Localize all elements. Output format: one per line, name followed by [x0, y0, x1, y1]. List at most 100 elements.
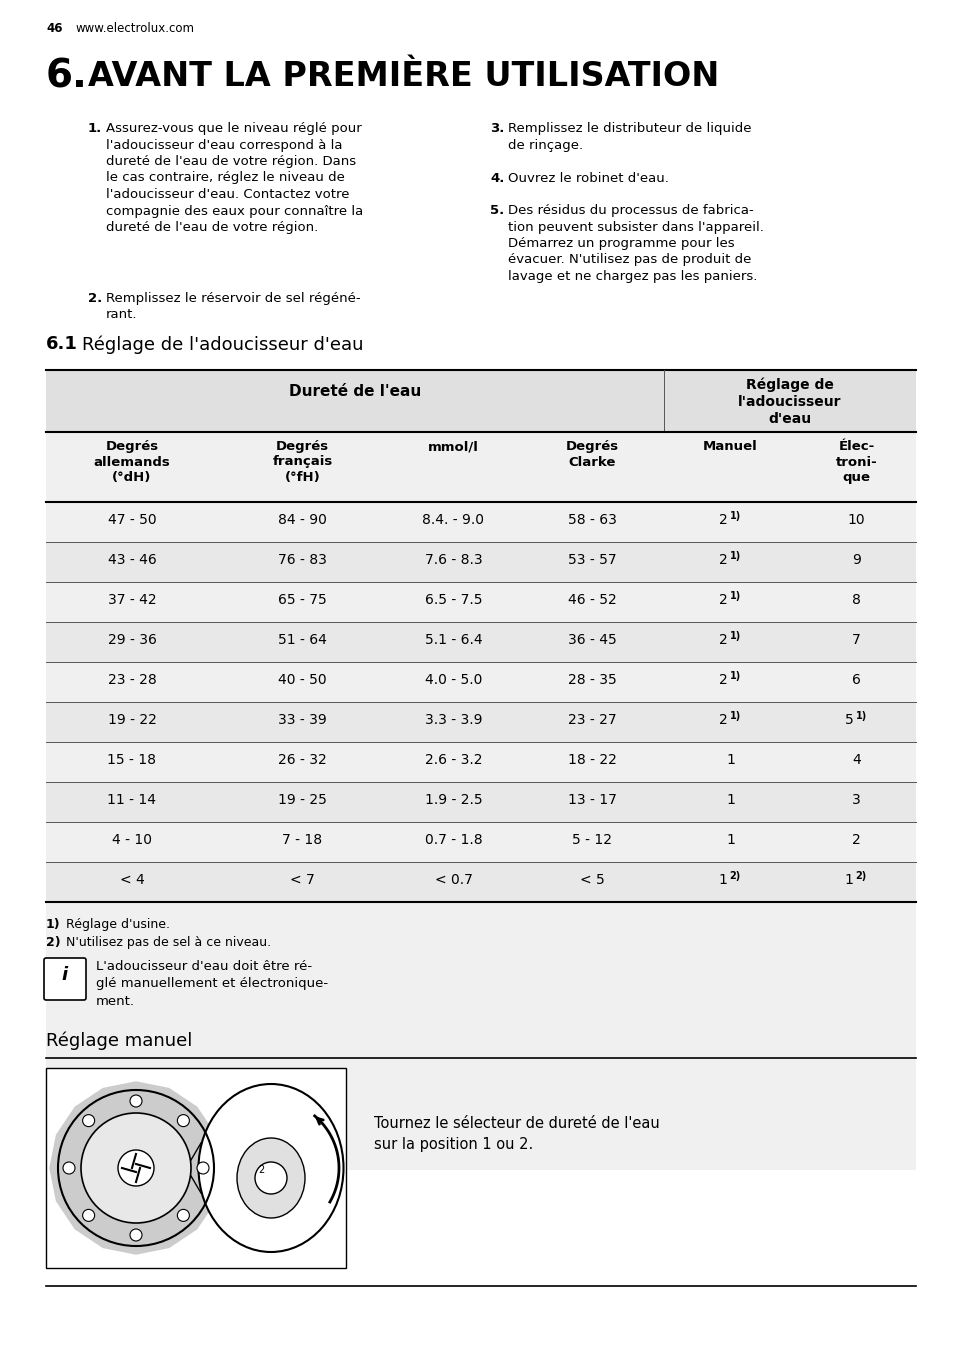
- Bar: [46, 822, 915, 863]
- Text: 23 - 27: 23 - 27: [567, 713, 616, 727]
- Text: 7 - 18: 7 - 18: [282, 833, 322, 846]
- Polygon shape: [56, 1107, 97, 1146]
- Text: 1: 1: [725, 753, 734, 767]
- Text: 28 - 35: 28 - 35: [567, 673, 616, 687]
- Polygon shape: [187, 1168, 222, 1201]
- Text: 13 - 17: 13 - 17: [567, 794, 616, 807]
- Text: 76 - 83: 76 - 83: [277, 553, 327, 566]
- Circle shape: [83, 1210, 94, 1221]
- Text: 2: 2: [718, 633, 727, 648]
- Text: 1): 1): [46, 918, 61, 932]
- Bar: [46, 702, 915, 742]
- Text: 2): 2): [46, 936, 61, 949]
- Text: 1): 1): [855, 711, 866, 721]
- Text: Remplissez le réservoir de sel régéné-
rant.: Remplissez le réservoir de sel régéné- r…: [106, 292, 360, 322]
- Text: 2: 2: [718, 713, 727, 727]
- Text: 3.3 - 3.9: 3.3 - 3.9: [424, 713, 482, 727]
- Text: 2.6 - 3.2: 2.6 - 3.2: [424, 753, 482, 767]
- Text: Réglage de
l'adoucisseur
d'eau: Réglage de l'adoucisseur d'eau: [738, 379, 841, 426]
- Text: i: i: [62, 965, 68, 984]
- Bar: [46, 502, 915, 542]
- Polygon shape: [136, 1218, 169, 1255]
- Bar: [46, 1068, 346, 1268]
- Text: 47 - 50: 47 - 50: [108, 512, 156, 527]
- Text: 1): 1): [729, 711, 740, 721]
- Circle shape: [254, 1161, 287, 1194]
- Circle shape: [177, 1114, 190, 1126]
- Bar: [46, 581, 915, 622]
- Text: Remplissez le distributeur de liquide
de rinçage.: Remplissez le distributeur de liquide de…: [507, 122, 751, 151]
- Text: 1.9 - 2.5: 1.9 - 2.5: [424, 794, 482, 807]
- Text: 84 - 90: 84 - 90: [277, 512, 327, 527]
- Text: 65 - 75: 65 - 75: [278, 594, 327, 607]
- Text: 5.1 - 6.4: 5.1 - 6.4: [424, 633, 482, 648]
- Text: 2): 2): [855, 871, 866, 882]
- Text: 2: 2: [851, 833, 860, 846]
- Circle shape: [63, 1161, 75, 1174]
- Text: < 7: < 7: [290, 873, 314, 887]
- Text: 53 - 57: 53 - 57: [567, 553, 616, 566]
- Text: 8.4. - 9.0: 8.4. - 9.0: [422, 512, 484, 527]
- Text: 1: 1: [843, 873, 853, 887]
- Text: 3: 3: [851, 794, 860, 807]
- Text: Élec-
troni-
que: Élec- troni- que: [835, 439, 877, 484]
- Text: www.electrolux.com: www.electrolux.com: [76, 22, 194, 35]
- Text: 1: 1: [725, 833, 734, 846]
- Text: 19 - 22: 19 - 22: [108, 713, 156, 727]
- Text: 51 - 64: 51 - 64: [277, 633, 327, 648]
- Text: 58 - 63: 58 - 63: [567, 512, 616, 527]
- Text: L'adoucisseur d'eau doit être ré-
glé manuellement et électronique-
ment.: L'adoucisseur d'eau doit être ré- glé ma…: [96, 960, 328, 1009]
- Text: Réglage manuel: Réglage manuel: [46, 1032, 193, 1051]
- Text: Degrés
allemands
(°dH): Degrés allemands (°dH): [93, 439, 171, 484]
- Text: Assurez-vous que le niveau réglé pour
l'adoucisseur d'eau correspond à la
dureté: Assurez-vous que le niveau réglé pour l'…: [106, 122, 363, 234]
- Text: Des résidus du processus de fabrica-
tion peuvent subsister dans l'appareil.
Dém: Des résidus du processus de fabrica- tio…: [507, 204, 763, 283]
- Polygon shape: [75, 1207, 114, 1248]
- Text: 7.6 - 8.3: 7.6 - 8.3: [424, 553, 482, 566]
- Text: 1: 1: [725, 794, 734, 807]
- Text: 8: 8: [851, 594, 860, 607]
- Polygon shape: [174, 1188, 215, 1229]
- Text: 19 - 25: 19 - 25: [277, 794, 327, 807]
- Bar: [46, 370, 915, 433]
- Text: Réglage d'usine.: Réglage d'usine.: [66, 918, 170, 932]
- Bar: [46, 662, 915, 702]
- Text: 2: 2: [257, 1165, 264, 1175]
- Text: 43 - 46: 43 - 46: [108, 553, 156, 566]
- Polygon shape: [174, 1107, 215, 1146]
- Polygon shape: [103, 1218, 136, 1255]
- Text: Réglage de l'adoucisseur d'eau: Réglage de l'adoucisseur d'eau: [82, 335, 363, 353]
- Text: 29 - 36: 29 - 36: [108, 633, 156, 648]
- Bar: [46, 370, 915, 1169]
- Text: 33 - 39: 33 - 39: [278, 713, 327, 727]
- Text: Degrés
français
(°fH): Degrés français (°fH): [273, 439, 333, 484]
- Text: 46 - 52: 46 - 52: [567, 594, 616, 607]
- Text: 15 - 18: 15 - 18: [108, 753, 156, 767]
- Text: 2: 2: [718, 594, 727, 607]
- Text: 6.1: 6.1: [46, 335, 78, 353]
- Polygon shape: [136, 1082, 169, 1117]
- Text: 3.: 3.: [490, 122, 504, 135]
- Bar: [46, 781, 915, 822]
- Polygon shape: [50, 1136, 85, 1168]
- Text: 6.: 6.: [46, 58, 88, 96]
- Text: 5 - 12: 5 - 12: [572, 833, 612, 846]
- Bar: [46, 622, 915, 662]
- Bar: [46, 863, 915, 902]
- Circle shape: [196, 1161, 209, 1174]
- Text: Ouvrez le robinet d'eau.: Ouvrez le robinet d'eau.: [507, 172, 668, 185]
- Text: 6: 6: [851, 673, 860, 687]
- Text: 4.: 4.: [490, 172, 504, 185]
- Polygon shape: [50, 1168, 85, 1201]
- Text: AVANT LA PREMIÈRE UTILISATION: AVANT LA PREMIÈRE UTILISATION: [88, 59, 719, 93]
- Text: 4.0 - 5.0: 4.0 - 5.0: [424, 673, 481, 687]
- Polygon shape: [75, 1088, 114, 1129]
- Text: 11 - 14: 11 - 14: [108, 794, 156, 807]
- Circle shape: [177, 1210, 190, 1221]
- Text: 1: 1: [718, 873, 727, 887]
- Text: 23 - 28: 23 - 28: [108, 673, 156, 687]
- Text: 5: 5: [843, 713, 853, 727]
- Text: 10: 10: [847, 512, 864, 527]
- Text: 1.: 1.: [88, 122, 102, 135]
- Bar: [46, 433, 915, 502]
- Text: Tournez le sélecteur de dureté de l'eau
sur la position 1 ou 2.: Tournez le sélecteur de dureté de l'eau …: [374, 1115, 659, 1152]
